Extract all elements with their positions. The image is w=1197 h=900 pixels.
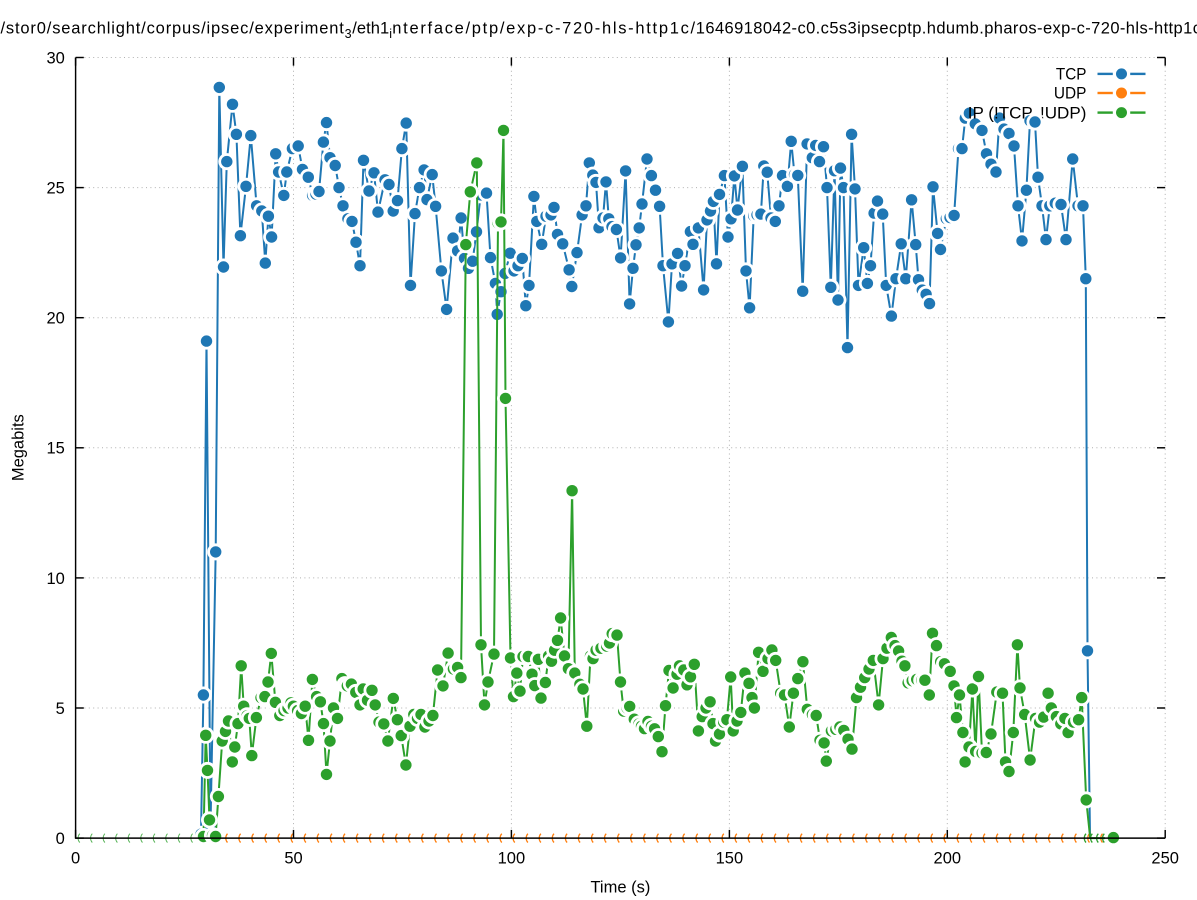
svg-text:150: 150 (716, 850, 744, 868)
svg-text:/stor0/searchlight/corpus/ipse: /stor0/searchlight/corpus/ipsec/experime… (1, 20, 353, 42)
svg-text:0: 0 (71, 850, 80, 868)
svg-text:30: 30 (46, 49, 64, 67)
svg-text:TCP: TCP (1056, 66, 1087, 84)
svg-text:100: 100 (498, 850, 526, 868)
svg-text:200: 200 (934, 850, 962, 868)
svg-text:UDP: UDP (1054, 85, 1087, 103)
svg-text:/eth1i: /eth1i (352, 20, 392, 42)
svg-text:Megabits: Megabits (10, 414, 28, 481)
svg-text:10: 10 (46, 570, 64, 588)
svg-text:20: 20 (46, 310, 64, 328)
svg-text:1646918042-c0.c5s3ipsecptp.hdu: 1646918042-c0.c5s3ipsecptp.hdumb.pharos-… (696, 20, 1197, 38)
svg-text:Time (s): Time (s) (590, 879, 650, 897)
svg-text:15: 15 (46, 440, 64, 458)
svg-text:25: 25 (46, 180, 64, 198)
svg-text:5: 5 (56, 700, 65, 718)
svg-text:0: 0 (56, 830, 65, 848)
svg-text:250: 250 (1151, 850, 1179, 868)
svg-text:IP (!TCP, !UDP): IP (!TCP, !UDP) (968, 104, 1087, 122)
svg-text:50: 50 (284, 850, 302, 868)
svg-text:nterface/ptp/exp-c-720-hls-htt: nterface/ptp/exp-c-720-hls-http1c/ (392, 20, 697, 38)
